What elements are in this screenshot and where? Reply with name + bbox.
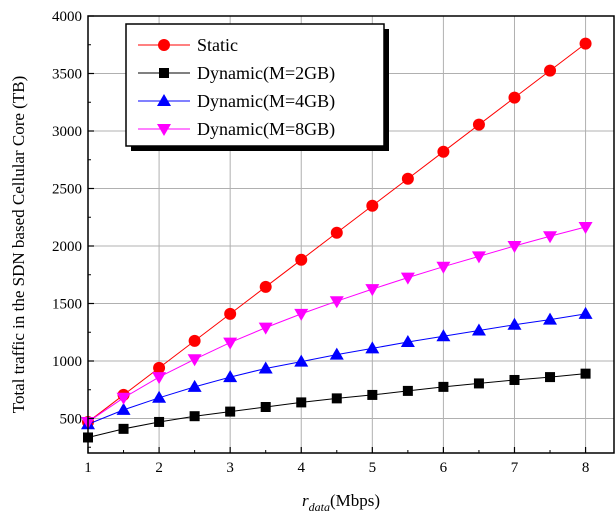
data-point <box>543 312 558 325</box>
y-tick-label: 3000 <box>52 124 82 140</box>
data-point <box>116 392 131 405</box>
data-point <box>259 280 272 293</box>
data-point <box>331 393 342 404</box>
data-point <box>580 368 591 379</box>
legend-marker <box>157 94 171 106</box>
legend-item: Dynamic(M=4GB) <box>138 91 335 112</box>
data-point <box>579 37 592 50</box>
data-point <box>366 199 379 212</box>
data-point <box>152 390 167 403</box>
data-point <box>436 329 451 342</box>
data-point <box>294 354 309 367</box>
data-point <box>367 389 378 400</box>
data-point <box>507 317 522 330</box>
legend-items: Static Dynamic(M=2GB) Dynamic(M=4GB) Dynami… <box>138 35 335 140</box>
data-point <box>294 308 309 321</box>
data-point <box>400 272 415 285</box>
legend-label: Dynamic(M=4GB) <box>197 91 335 112</box>
axis-ticks: 1 2 3 4 5 6 7 8 500 1000 1500 2000 2500 3000 3500 4000 <box>52 9 589 476</box>
data-point <box>401 172 414 185</box>
legend-label: Dynamic(M=8GB) <box>197 119 335 140</box>
data-point <box>223 370 238 383</box>
data-point <box>258 322 273 335</box>
data-point <box>578 222 593 235</box>
data-point <box>543 231 558 244</box>
x-axis-title: rdata(Mbps) <box>302 491 380 514</box>
data-point <box>187 354 202 367</box>
data-point <box>509 374 520 385</box>
legend-marker <box>157 124 171 136</box>
legend: Static Dynamic(M=2GB) Dynamic(M=4GB) Dynami… <box>125 23 389 151</box>
legend-item: Dynamic(M=2GB) <box>138 63 335 84</box>
y-axis-title: Total traffic in the SDN based Cellular … <box>9 76 28 413</box>
x-tick-label: 3 <box>226 460 234 476</box>
data-point <box>329 347 344 360</box>
data-point <box>188 334 201 347</box>
y-tick-label: 500 <box>60 412 83 428</box>
x-axis-title-unit: (Mbps) <box>330 491 380 510</box>
legend-marker <box>158 39 170 51</box>
plot-frame <box>87 15 615 454</box>
x-tick-label: 8 <box>582 460 590 476</box>
data-point <box>402 385 413 396</box>
y-tick-label: 1000 <box>52 354 82 370</box>
data-point <box>116 402 131 415</box>
data-point <box>365 341 380 354</box>
y-tick-label: 2000 <box>52 239 82 255</box>
data-point <box>436 261 451 274</box>
data-point <box>471 323 486 336</box>
x-tick-label: 5 <box>369 460 377 476</box>
x-tick-label: 1 <box>84 460 92 476</box>
series-layer <box>81 37 593 443</box>
x-tick-label: 6 <box>440 460 448 476</box>
data-point <box>400 335 415 348</box>
data-point <box>153 361 166 374</box>
legend-marker <box>159 68 169 78</box>
y-tick-label: 4000 <box>52 9 82 25</box>
x-axis-title-sub: data <box>309 500 330 514</box>
data-point <box>296 397 307 408</box>
data-point <box>473 378 484 389</box>
data-point <box>224 307 237 320</box>
data-point <box>508 91 521 104</box>
data-point <box>223 337 238 350</box>
data-point <box>225 406 236 417</box>
series-2 <box>81 306 593 430</box>
y-tick-label: 3500 <box>52 67 82 83</box>
data-point <box>118 423 129 434</box>
data-point <box>437 145 450 158</box>
legend-item: Dynamic(M=8GB) <box>138 119 335 140</box>
x-axis-title-var: r <box>302 491 309 510</box>
data-point <box>260 402 271 412</box>
data-point <box>330 226 343 239</box>
data-point <box>154 416 165 427</box>
data-point <box>258 361 273 374</box>
x-tick-label: 7 <box>511 460 519 476</box>
data-point <box>438 381 449 392</box>
data-point <box>187 379 202 392</box>
data-point <box>578 306 593 319</box>
data-point <box>472 118 485 131</box>
data-point <box>189 411 200 422</box>
y-tick-label: 1500 <box>52 297 82 313</box>
legend-label: Static <box>197 35 238 55</box>
y-tick-label: 2500 <box>52 182 82 198</box>
x-tick-label: 4 <box>297 460 305 476</box>
data-point <box>152 372 167 385</box>
data-point <box>545 372 556 383</box>
data-point <box>329 296 344 309</box>
x-tick-label: 2 <box>155 460 163 476</box>
data-point <box>544 64 557 77</box>
data-point <box>365 284 380 297</box>
data-point <box>295 253 308 266</box>
legend-item: Static <box>138 35 238 55</box>
data-point <box>507 241 522 253</box>
legend-label: Dynamic(M=2GB) <box>197 63 335 84</box>
data-point <box>471 251 486 264</box>
